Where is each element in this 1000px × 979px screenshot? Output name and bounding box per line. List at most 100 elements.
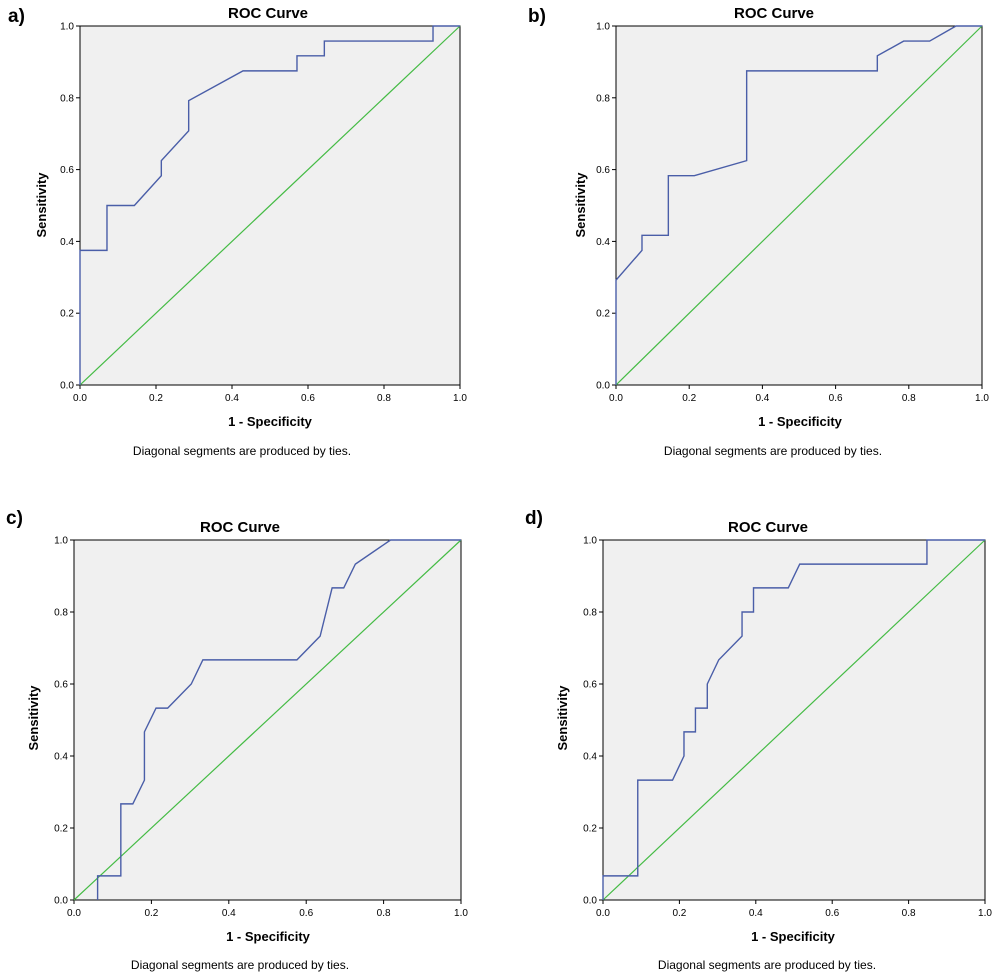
roc-point bbox=[355, 564, 356, 565]
roc-point bbox=[191, 683, 192, 684]
x-tick-label: 0.0 bbox=[73, 393, 87, 404]
roc-point bbox=[637, 780, 638, 781]
roc-point bbox=[161, 160, 162, 161]
y-tick-label: 0.2 bbox=[54, 824, 68, 835]
chart-title: ROC Curve bbox=[228, 5, 308, 22]
x-axis-label: 1 - Specificity bbox=[758, 414, 843, 429]
y-tick-label: 0.6 bbox=[596, 165, 610, 176]
x-tick-label: 0.4 bbox=[222, 908, 236, 919]
y-tick-label: 0.4 bbox=[583, 752, 597, 763]
y-tick-label: 0.8 bbox=[583, 608, 597, 619]
x-axis-label: 1 - Specificity bbox=[228, 414, 313, 429]
x-tick-label: 0.2 bbox=[149, 393, 163, 404]
roc-point bbox=[718, 659, 719, 660]
roc-point bbox=[106, 205, 107, 206]
roc-point bbox=[788, 587, 789, 588]
y-tick-label: 1.0 bbox=[583, 536, 597, 547]
x-tick-label: 0.4 bbox=[749, 908, 763, 919]
roc-point bbox=[120, 803, 121, 804]
roc-panel-4: d) ROC Curve 0.0 0.2 0.4 0.6 0.8 1.0 0.0 0.2 0.4 0.… bbox=[525, 508, 992, 972]
roc-point bbox=[672, 780, 673, 781]
roc-point bbox=[459, 25, 460, 26]
roc-point bbox=[106, 250, 107, 251]
roc-curve-line bbox=[615, 25, 982, 385]
roc-point bbox=[460, 539, 461, 540]
roc-point bbox=[296, 55, 297, 56]
roc-point bbox=[753, 587, 754, 588]
y-tick-label: 0.0 bbox=[54, 896, 68, 907]
roc-point bbox=[707, 708, 708, 709]
x-tick-label: 1.0 bbox=[978, 908, 992, 919]
y-tick-label: 1.0 bbox=[60, 22, 74, 33]
roc-point bbox=[615, 280, 616, 281]
y-axis-label: Sensitivity bbox=[573, 172, 588, 238]
roc-point bbox=[926, 564, 927, 565]
roc-point bbox=[155, 708, 156, 709]
roc-point bbox=[926, 539, 927, 540]
reference-line bbox=[602, 539, 986, 901]
y-tick-label: 0.2 bbox=[596, 309, 610, 320]
roc-point bbox=[324, 55, 325, 56]
reference-line bbox=[79, 25, 461, 386]
roc-point bbox=[981, 25, 982, 26]
x-tick-label: 0.6 bbox=[829, 393, 843, 404]
roc-point bbox=[683, 731, 684, 732]
roc-point bbox=[637, 875, 638, 876]
y-tick-label: 0.6 bbox=[60, 165, 74, 176]
y-tick-label: 0.0 bbox=[596, 381, 610, 392]
roc-point bbox=[753, 611, 754, 612]
roc-point bbox=[79, 384, 80, 385]
x-tick-label: 0.8 bbox=[377, 908, 391, 919]
x-axis-label: 1 - Specificity bbox=[226, 929, 311, 944]
y-axis-label: Sensitivity bbox=[555, 685, 570, 751]
reference-line bbox=[615, 25, 983, 386]
y-tick-label: 0.2 bbox=[60, 309, 74, 320]
roc-point bbox=[202, 659, 203, 660]
roc-point bbox=[877, 70, 878, 71]
roc-panel-1: a) ROC Curve 0.0 0.2 0.4 0.6 0.8 1.0 0.0 0.2 0.4 0.… bbox=[8, 5, 467, 458]
x-tick-label: 0.8 bbox=[902, 393, 916, 404]
roc-point bbox=[903, 40, 904, 41]
roc-point bbox=[120, 875, 121, 876]
y-tick-label: 0.0 bbox=[60, 381, 74, 392]
footnote: Diagonal segments are produced by ties. bbox=[131, 958, 349, 972]
roc-point bbox=[668, 175, 669, 176]
roc-curve-line bbox=[602, 539, 985, 900]
roc-point bbox=[144, 731, 145, 732]
x-tick-label: 1.0 bbox=[975, 393, 989, 404]
roc-point bbox=[741, 611, 742, 612]
x-tick-label: 0.0 bbox=[596, 908, 610, 919]
x-tick-label: 0.8 bbox=[902, 908, 916, 919]
x-tick-label: 0.2 bbox=[672, 908, 686, 919]
roc-point bbox=[641, 250, 642, 251]
y-tick-label: 0.4 bbox=[596, 237, 610, 248]
roc-point bbox=[741, 636, 742, 637]
panel-label: b) bbox=[528, 6, 546, 27]
x-axis-label: 1 - Specificity bbox=[751, 929, 836, 944]
footnote: Diagonal segments are produced by ties. bbox=[133, 444, 351, 458]
y-axis-label: Sensitivity bbox=[34, 172, 49, 238]
panel-label: c) bbox=[6, 508, 23, 529]
roc-point bbox=[602, 875, 603, 876]
x-tick-label: 1.0 bbox=[454, 908, 468, 919]
roc-point bbox=[320, 636, 321, 637]
roc-point bbox=[188, 130, 189, 131]
roc-point bbox=[602, 899, 603, 900]
roc-point bbox=[134, 205, 135, 206]
roc-point bbox=[615, 384, 616, 385]
roc-point bbox=[984, 539, 985, 540]
x-tick-label: 1.0 bbox=[453, 393, 467, 404]
roc-point bbox=[799, 564, 800, 565]
roc-point bbox=[296, 70, 297, 71]
x-tick-label: 0.6 bbox=[301, 393, 315, 404]
roc-point bbox=[746, 70, 747, 71]
x-tick-label: 0.6 bbox=[299, 908, 313, 919]
roc-point bbox=[343, 587, 344, 588]
roc-curve-line bbox=[79, 25, 460, 385]
roc-point bbox=[332, 587, 333, 588]
chart-title: ROC Curve bbox=[734, 5, 814, 22]
roc-panel-2: b) ROC Curve 0.0 0.2 0.4 0.6 0.8 1.0 0.0 0.2 0.4 0.… bbox=[528, 5, 989, 458]
roc-point bbox=[432, 25, 433, 26]
roc-point bbox=[324, 40, 325, 41]
